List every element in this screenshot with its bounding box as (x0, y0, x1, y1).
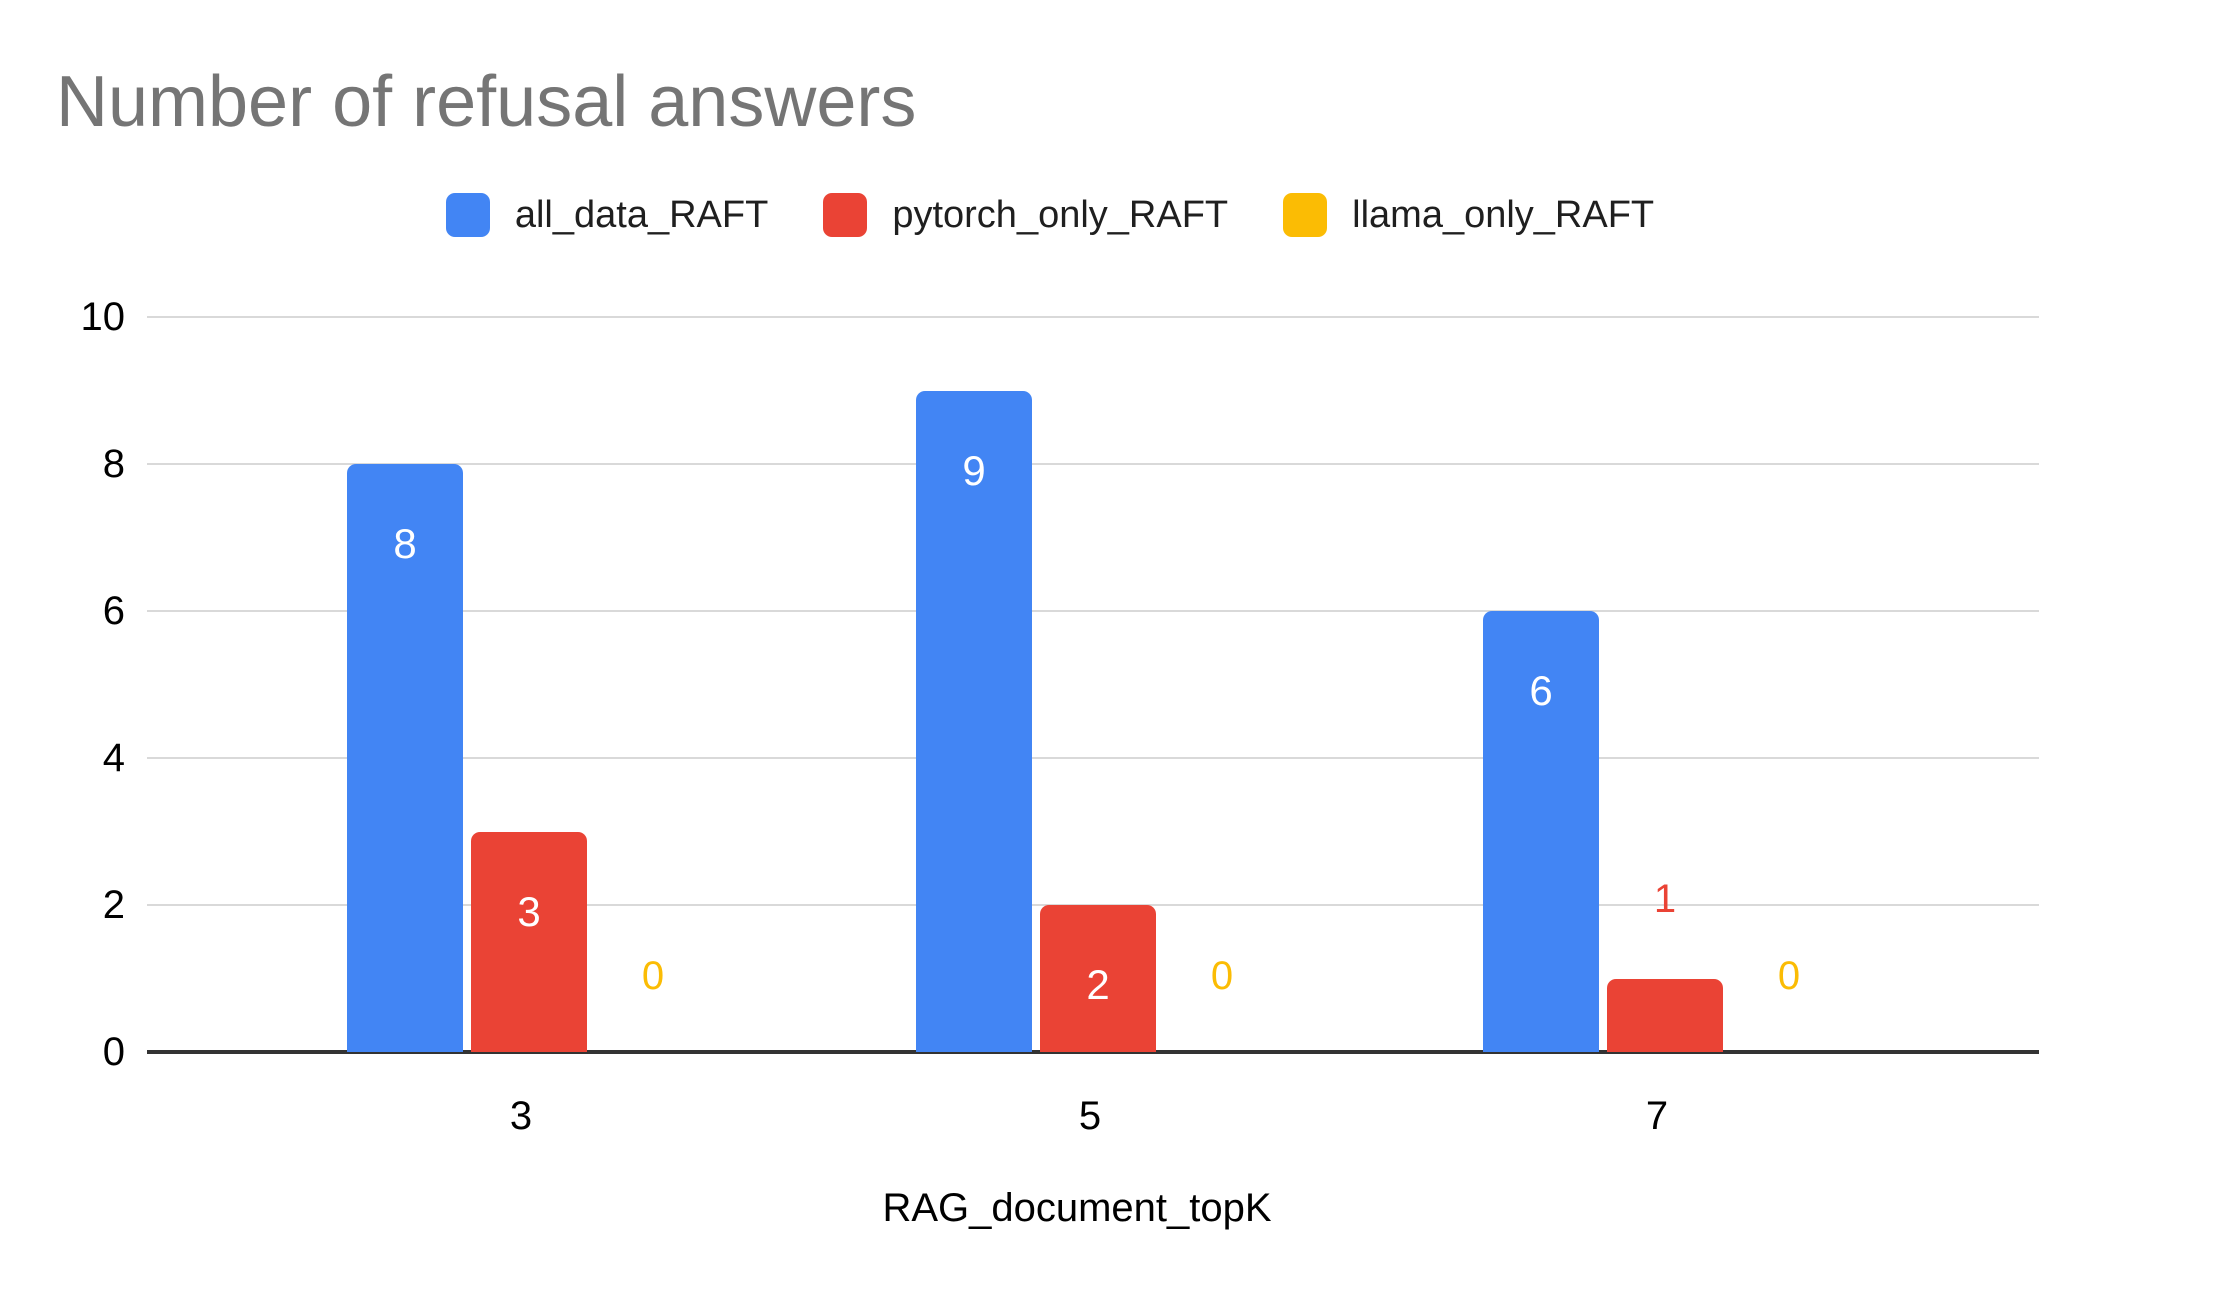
bar-pytorch_only_RAFT-topk7 (1607, 978, 1723, 1052)
bar-value-label: 2 (1086, 961, 1110, 1008)
y-axis-tick-label: 8 (102, 442, 125, 486)
gridline (147, 757, 2039, 759)
legend-label: pytorch_only_RAFT (892, 193, 1229, 236)
legend-swatch-blue (445, 193, 490, 237)
bar-value-label: 3 (517, 887, 541, 935)
gridline (147, 463, 2039, 465)
x-axis-title: RAG_document_topK (882, 1186, 1272, 1230)
y-axis-tick-label: 4 (102, 736, 125, 780)
legend-label: llama_only_RAFT (1352, 193, 1655, 236)
x-category-label: 7 (1645, 1094, 1669, 1138)
legend-swatch-red (823, 193, 868, 237)
legend: all_data_RAFT pytorch_only_RAFT llama_on… (0, 193, 2100, 237)
legend-item-all-data-raft: all_data_RAFT (445, 193, 769, 237)
gridline (147, 610, 2039, 612)
bar-pytorch_only_RAFT-topk3 (471, 831, 587, 1052)
bar-value-label: 6 (1529, 667, 1553, 714)
y-axis-tick-label: 10 (80, 295, 126, 339)
y-axis-tick-label: 6 (102, 589, 125, 633)
bar-value-label: 9 (962, 446, 986, 494)
bar-value-label: 0 (641, 954, 665, 998)
legend-item-llama-only-raft: llama_only_RAFT (1283, 193, 1654, 237)
bar-value-label: 0 (1777, 954, 1801, 998)
y-axis-tick-label: 2 (102, 883, 125, 927)
bar-all_data_RAFT-topk7 (1483, 611, 1599, 1052)
legend-label: all_data_RAFT (514, 193, 769, 236)
bar-value-label: 1 (1653, 876, 1677, 921)
x-axis-line (147, 1050, 2039, 1054)
bar-all_data_RAFT-topk5 (916, 390, 1032, 1052)
y-axis-tick-label: 0 (102, 1030, 125, 1074)
chart-title: Number of refusal answers (56, 62, 917, 142)
bar-all_data_RAFT-topk3 (347, 464, 463, 1052)
bar-value-label: 8 (393, 520, 417, 567)
legend-item-pytorch-only-raft: pytorch_only_RAFT (823, 193, 1228, 237)
x-category-label: 3 (509, 1094, 533, 1138)
bar-value-label: 0 (1210, 954, 1234, 998)
gridline (147, 316, 2039, 318)
legend-swatch-yellow (1283, 193, 1328, 237)
x-category-label: 5 (1078, 1094, 1102, 1138)
bar-pytorch_only_RAFT-topk5 (1040, 905, 1156, 1052)
